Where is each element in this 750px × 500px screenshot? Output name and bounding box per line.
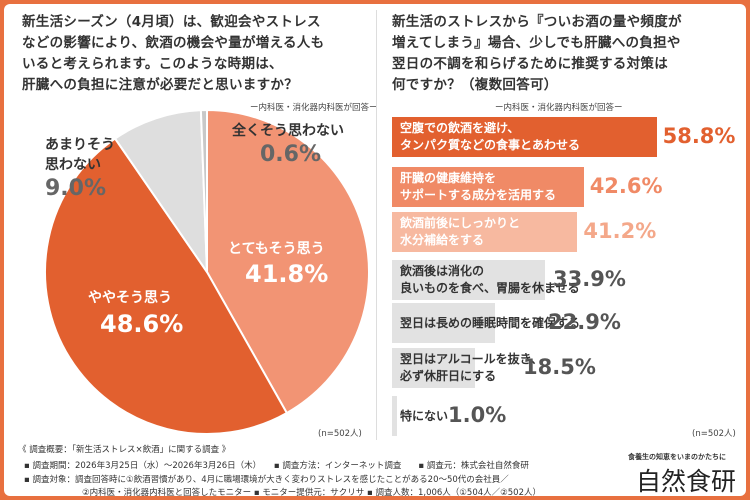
q-line: 何ですか？（複数回答可）	[392, 77, 558, 93]
bar-3	[392, 260, 545, 300]
bar-label: 特にない	[400, 408, 448, 425]
bar-4	[392, 303, 496, 343]
pie-value-none: 0.6%	[260, 142, 322, 167]
bar-label-line: タンパク質などの食事とあわせる	[400, 138, 581, 152]
q-line: などの影響により、飲酒の機会や量が増える人も	[22, 35, 325, 51]
bar-label: 空腹での飲酒を避け、タンパク質などの食事とあわせる	[400, 120, 580, 154]
pie-label-none: 全くそう思わない	[232, 123, 344, 139]
bar-label: 翌日はアルコールを抜き、 必ず休肝日にする	[400, 351, 543, 385]
pie-value-very: 41.8%	[245, 260, 329, 288]
left-question: 新生活シーズン（4月頃）は、歓迎会やストレス などの影響により、飲酒の機会や量が増…	[22, 12, 324, 96]
bar-6	[392, 396, 397, 436]
q-line: いると考えられます。このような時期は、	[22, 56, 283, 72]
pie-value-not-much: 9.0%	[45, 176, 107, 201]
pie-label-very: とてもそう思う	[228, 241, 325, 257]
q-line: 新生活シーズン（4月頃）は、歓迎会やストレス	[22, 14, 321, 30]
pie-slice-2	[113, 109, 209, 276]
pie-slice-1	[44, 137, 289, 435]
bar-2	[392, 212, 578, 252]
pie-label-not-much: あまりそう思わない	[45, 137, 115, 173]
pie-value-somewhat: 48.6%	[100, 310, 184, 338]
tagline: 食養生の知恵をいまのかたちに	[628, 453, 726, 461]
bar-label-line: 飲酒前後にしっかりと	[400, 216, 521, 230]
bar-label-line: 良いものを食べ、胃腸を休ませる	[400, 281, 580, 295]
bar-label: 飲酒後は消化の良いものを食べ、胃腸を休ませる	[400, 263, 580, 297]
right-respondent: ー内科医・消化器内科医が回答ー	[495, 103, 623, 113]
bar-label-line: 飲酒後は消化の	[400, 264, 485, 278]
bar-label-line: 水分補給をする	[400, 233, 485, 247]
q-line: 増えてしまう』場合、少しでも肝臓への負担や	[392, 35, 681, 51]
bar-label: 翌日は長めの睡眠時間を確保する	[400, 315, 580, 332]
bar-label-line: 翌日は長めの睡眠時間を確保する	[400, 315, 581, 330]
footer-line: ▪ 調査対象：調査回答時に①飲酒習慣があり、4月に職場環境が大きく変わりストレス…	[24, 475, 509, 485]
bar-value: 18.5%	[523, 355, 596, 379]
footer-line: ▪ 調査期間：2026年3月25日（水）～2026年3月26日（木） ▪ 調査方…	[24, 461, 529, 471]
bar-label-line: 特にない	[400, 408, 449, 423]
bar-label-line: 必ず休肝日にする	[400, 369, 497, 383]
bar-value: 22.9%	[548, 310, 621, 334]
bar-label: 肝臓の健康維持をサポートする成分を活用する	[400, 170, 556, 204]
left-respondent: ー内科医・消化器内科医が回答ー	[250, 103, 378, 113]
logo: 自然食研	[636, 467, 737, 496]
bar-label-line: 空腹での飲酒を避け、	[400, 121, 520, 135]
q-line: 新生活のストレスから『ついお酒の量や頻度が	[392, 14, 682, 30]
pie-slice-0	[206, 108, 370, 415]
bar-value: 41.2%	[583, 219, 657, 243]
bar-5	[392, 348, 476, 388]
bar-value: 1.0%	[448, 403, 507, 427]
divider	[376, 10, 377, 440]
bar-value: 42.6%	[589, 174, 663, 198]
q-line: 肝臓への負担に注意が必要だと思いますか？	[22, 77, 298, 93]
footer-line: 《 調査概要：「新生活ストレス×飲酒」に関する調査 》	[18, 445, 231, 455]
bar-label-line: 肝臓の健康維持を	[400, 171, 497, 185]
left-n: (n=502人)	[318, 429, 362, 439]
q-line: 翌日の不調を和らげるために推奨する対策は	[392, 56, 668, 72]
right-question: 新生活のストレスから『ついお酒の量や頻度が 増えてしまう』場合、少しでも肝臓への負…	[392, 12, 682, 96]
footer-line: ②内科医・消化器内科医と回答したモニター ▪ モニター提供元：サクリサ ▪ 調査…	[82, 488, 541, 498]
bar-value: 33.9%	[553, 267, 626, 291]
right-n: (n=502人)	[692, 429, 736, 439]
bar-label-line: 翌日はアルコールを抜き、	[400, 352, 543, 366]
pie-label-somewhat: ややそう思う	[88, 290, 172, 306]
bar-0	[392, 117, 657, 157]
bar-value: 58.8%	[662, 124, 736, 148]
pie-slice-3	[199, 108, 208, 273]
bar-1	[392, 167, 584, 207]
bar-label-line: サポートする成分を活用する	[400, 188, 557, 202]
bar-label: 飲酒前後にしっかりと 水分補給をする	[400, 215, 520, 249]
